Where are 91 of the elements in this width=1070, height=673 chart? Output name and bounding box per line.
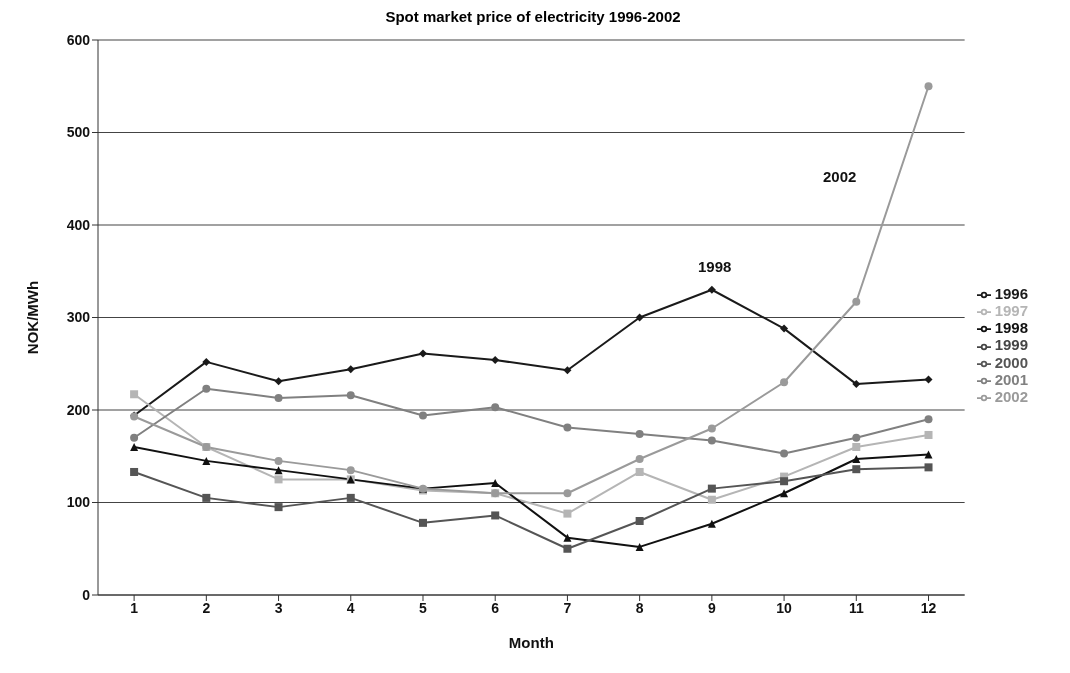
y-tick-label: 200 [66, 401, 91, 418]
point [491, 479, 500, 488]
point [563, 366, 572, 375]
point [852, 380, 861, 389]
annotation: 2002 [823, 168, 857, 185]
point [635, 430, 644, 439]
legend-label: 2000 [994, 353, 1028, 371]
point [924, 463, 933, 472]
point [635, 542, 644, 551]
point [852, 455, 861, 464]
x-tick-label: 2 [202, 599, 211, 616]
legend-label: 1997 [994, 302, 1028, 320]
point [635, 517, 644, 525]
point [563, 544, 572, 553]
x-tick-label: 9 [707, 599, 716, 616]
point [130, 443, 139, 451]
point [635, 455, 644, 464]
legend-label: 1999 [994, 336, 1028, 354]
point [346, 466, 355, 475]
x-axis-title: Month [508, 634, 554, 651]
legend-label: 2002 [994, 387, 1028, 405]
x-tick-label: 8 [635, 599, 644, 616]
point [780, 489, 789, 498]
x-tick-label: 7 [563, 599, 572, 616]
point [707, 424, 716, 433]
point [274, 503, 283, 512]
y-tick-label: 300 [66, 309, 91, 326]
point [563, 533, 572, 542]
point [274, 475, 283, 484]
point [707, 436, 716, 445]
point [563, 423, 572, 432]
point [418, 411, 427, 420]
point [202, 456, 211, 465]
point [707, 495, 716, 504]
point [418, 349, 427, 358]
chart-title: Spot market price of electricity 1996-2002 [384, 8, 682, 27]
point [924, 430, 933, 439]
point [852, 433, 861, 442]
y-axis-title: NOK/MWh [24, 280, 42, 355]
y-tick-label: 100 [66, 494, 91, 511]
point [852, 443, 861, 451]
y-tick-label: 500 [66, 124, 91, 141]
point [780, 477, 789, 486]
point [274, 456, 283, 465]
point [491, 511, 500, 520]
x-tick-label: 12 [920, 599, 937, 616]
point [852, 465, 861, 474]
point [274, 466, 283, 475]
point [346, 493, 355, 502]
point [707, 285, 716, 294]
point [202, 384, 211, 393]
point [780, 324, 789, 333]
point [274, 393, 283, 402]
x-tick-label: 11 [848, 599, 864, 616]
point [563, 509, 572, 518]
point [707, 519, 716, 528]
point [418, 518, 427, 527]
point [780, 449, 789, 458]
y-tick-label: 400 [66, 216, 91, 233]
point [491, 403, 500, 412]
point [707, 484, 716, 493]
point [346, 391, 355, 400]
y-tick-label: 0 [82, 586, 91, 603]
point [924, 415, 933, 424]
point [202, 357, 211, 366]
x-tick-label: 10 [776, 599, 793, 616]
point [202, 493, 211, 502]
y-tick-label: 600 [66, 31, 91, 48]
legend-label: 2001 [994, 370, 1028, 388]
annotation: 1998 [698, 258, 732, 275]
x-tick-label: 5 [419, 599, 428, 616]
point [346, 365, 355, 374]
point [924, 450, 933, 459]
point [130, 390, 139, 399]
point [130, 467, 139, 476]
point [924, 82, 933, 91]
x-tick-label: 6 [491, 599, 500, 616]
point [491, 356, 500, 365]
point [635, 313, 644, 322]
point [274, 377, 283, 386]
x-tick-label: 3 [274, 599, 283, 616]
point [852, 297, 861, 306]
point [635, 467, 644, 476]
point [924, 375, 933, 384]
legend-label: 1996 [994, 285, 1028, 303]
point [563, 489, 572, 498]
x-tick-label: 1 [130, 599, 139, 616]
x-tick-label: 4 [346, 599, 355, 616]
legend-label: 1998 [994, 319, 1028, 337]
point [130, 433, 139, 442]
point [780, 378, 789, 387]
